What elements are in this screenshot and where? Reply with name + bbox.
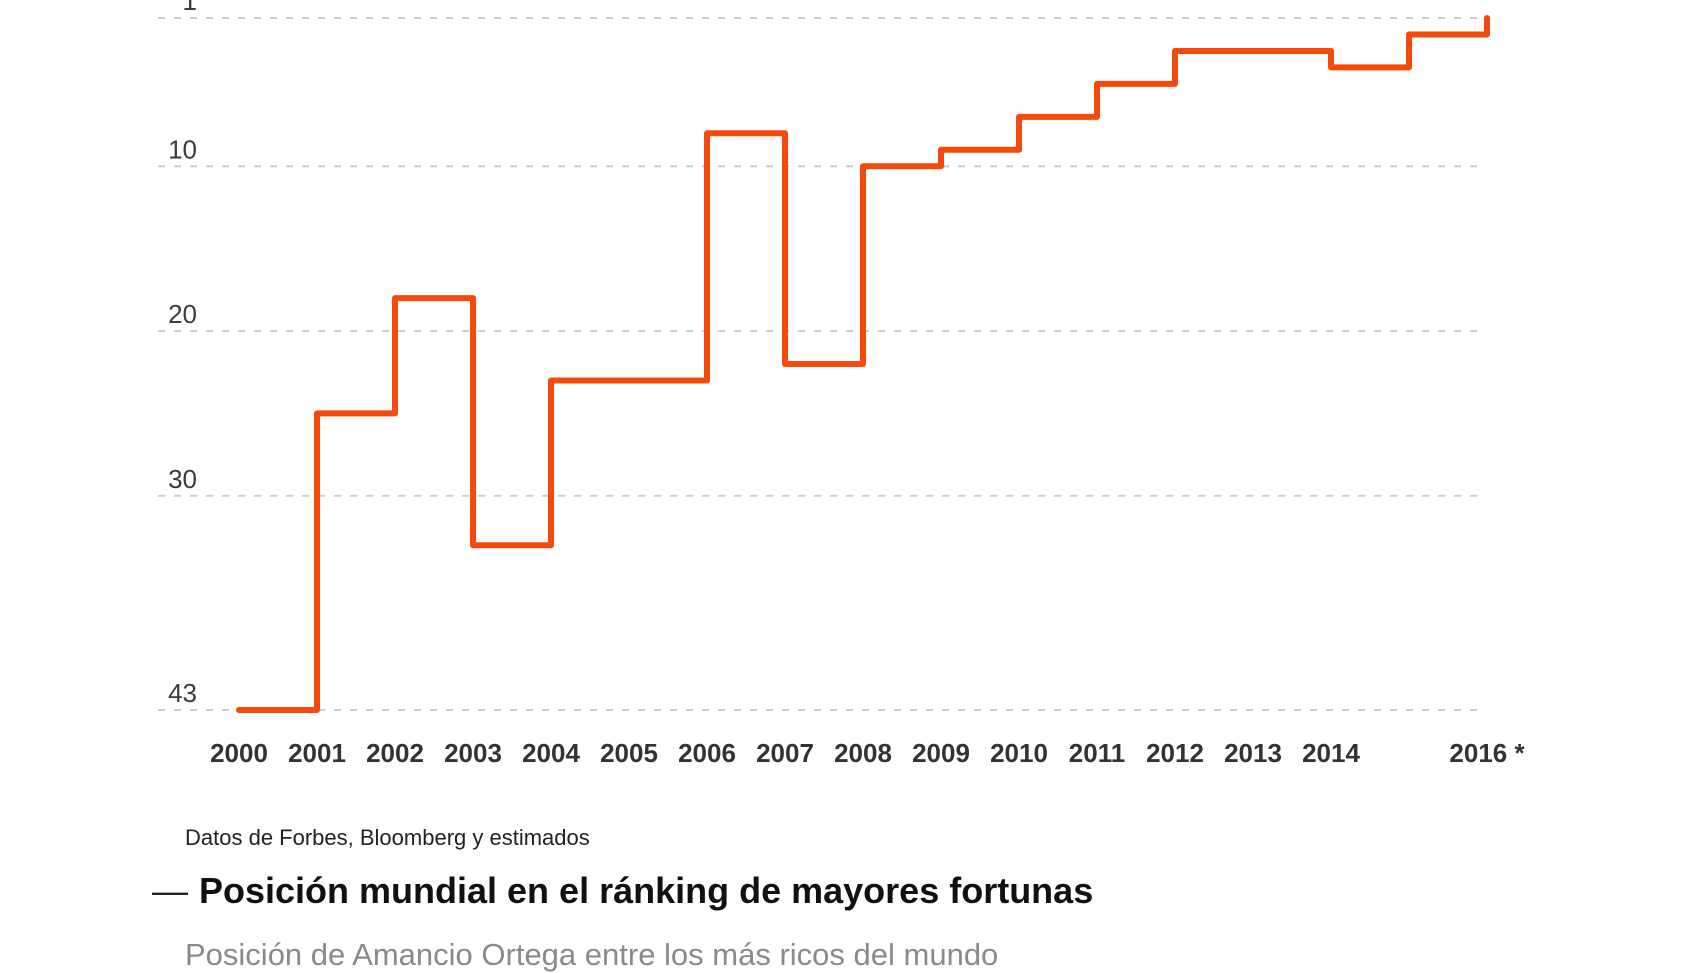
ranking-step-chart: 1 10 20 30 43 2000 2001 2002 2003 2004 2005 2006 200… (158, 0, 1525, 768)
x-tick-label-2009: 2009 (912, 738, 970, 768)
legend-dash: — (152, 870, 188, 911)
y-tick-label-30: 30 (168, 464, 197, 494)
x-tick-label-2004: 2004 (522, 738, 580, 768)
chart-subtitle: Posición de Amancio Ortega entre los más… (185, 937, 999, 972)
chart-title-row: — Posición mundial en el ránking de mayo… (152, 869, 1093, 912)
x-tick-label-2008: 2008 (834, 738, 892, 768)
x-tick-label-2011: 2011 (1069, 738, 1125, 768)
x-tick-label-2005: 2005 (600, 738, 658, 768)
y-tick-label-20: 20 (168, 299, 197, 329)
y-tick-label-10: 10 (168, 134, 197, 164)
x-tick-label-2006: 2006 (678, 738, 736, 768)
x-tick-label-2010: 2010 (990, 738, 1048, 768)
source-note: Datos de Forbes, Bloomberg y estimados (185, 825, 590, 850)
chart-title: Posición mundial en el ránking de mayore… (199, 870, 1094, 911)
x-tick-label-2012: 2012 (1146, 738, 1204, 768)
x-tick-label-2001: 2001 (288, 738, 346, 768)
x-tick-label-2007: 2007 (756, 738, 814, 768)
x-tick-label-2013: 2013 (1224, 738, 1282, 768)
y-tick-label-43: 43 (168, 678, 197, 708)
x-tick-label-2002: 2002 (366, 738, 424, 768)
y-tick-label-1: 1 (183, 0, 197, 16)
x-tick-label-2016: 2016 * (1449, 738, 1525, 768)
ranking-line (236, 15, 1490, 713)
x-tick-label-2014: 2014 (1302, 738, 1360, 768)
x-tick-label-2003: 2003 (444, 738, 502, 768)
x-tick-label-2000: 2000 (210, 738, 268, 768)
